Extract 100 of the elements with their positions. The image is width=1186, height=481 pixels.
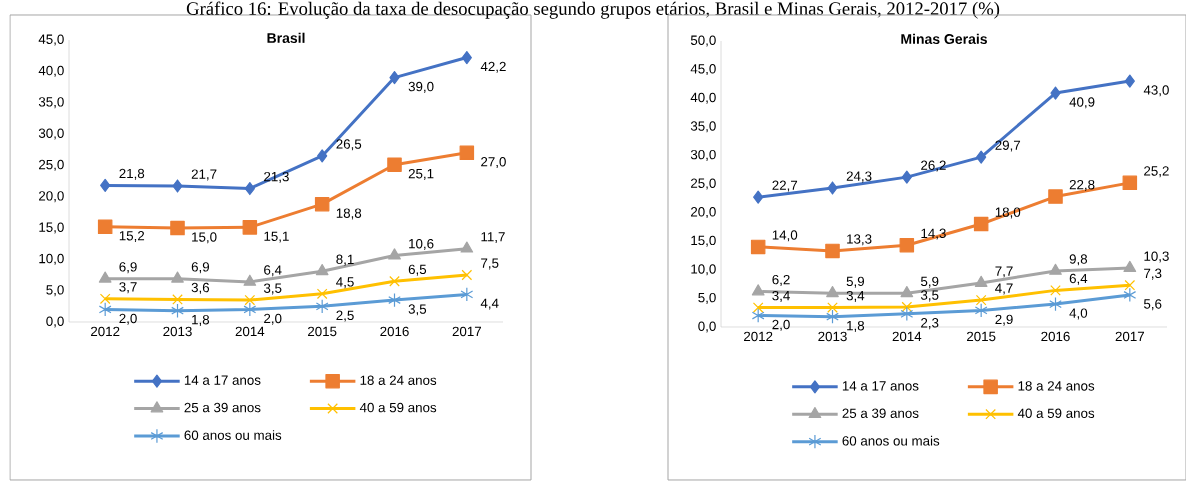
point bbox=[976, 150, 987, 164]
data-label: 15,0 bbox=[192, 232, 217, 244]
data-label: 6,9 bbox=[191, 262, 210, 274]
data-label: 4,4 bbox=[480, 298, 499, 310]
data-label: 4,7 bbox=[995, 283, 1013, 295]
point bbox=[975, 294, 987, 306]
y-tick-label: 45,0 bbox=[38, 34, 64, 46]
data-label: 8,1 bbox=[336, 254, 354, 266]
point bbox=[1123, 260, 1137, 273]
data-label: 4,0 bbox=[1069, 308, 1088, 320]
data-label: 15,1 bbox=[264, 231, 289, 243]
point bbox=[315, 263, 329, 276]
point bbox=[316, 288, 328, 300]
data-label: 5,9 bbox=[920, 276, 939, 288]
data-label: 1,8 bbox=[192, 314, 210, 326]
y-tick-label: 5,0 bbox=[46, 285, 64, 297]
data-label: 9,8 bbox=[1069, 254, 1088, 266]
data-label: 15,2 bbox=[119, 231, 145, 243]
point bbox=[1123, 287, 1137, 303]
data-label: 27,0 bbox=[481, 157, 506, 169]
data-label: 39,0 bbox=[408, 81, 434, 93]
point bbox=[901, 301, 913, 313]
chart-title: Brasil bbox=[267, 32, 305, 43]
y-tick-label: 30,0 bbox=[690, 149, 716, 161]
legend-label: 60 anos ou mais bbox=[842, 435, 940, 446]
data-label: 3,5 bbox=[263, 283, 282, 295]
point bbox=[171, 271, 184, 283]
x-tick-label: 2013 bbox=[163, 326, 192, 337]
point bbox=[244, 294, 256, 306]
data-label: 3,4 bbox=[772, 290, 790, 302]
point bbox=[1124, 279, 1136, 291]
x-tick-label: 2016 bbox=[380, 326, 409, 337]
data-label: 21,7 bbox=[191, 169, 217, 181]
data-label: 6,4 bbox=[264, 265, 282, 277]
x-tick-label: 2014 bbox=[235, 326, 265, 337]
chart-title: Minas Gerais bbox=[901, 33, 987, 44]
point bbox=[460, 241, 474, 253]
x-tick-label: 2017 bbox=[1115, 331, 1144, 342]
data-label: 4,5 bbox=[336, 277, 354, 289]
point bbox=[973, 216, 989, 232]
data-label: 7,3 bbox=[1144, 268, 1162, 280]
point bbox=[389, 275, 400, 287]
y-tick-label: 30,0 bbox=[38, 128, 64, 140]
point bbox=[387, 157, 402, 172]
y-tick-label: 10,0 bbox=[691, 264, 716, 276]
y-tick-label: 15,0 bbox=[691, 235, 716, 247]
point bbox=[98, 302, 112, 317]
data-label: 1,8 bbox=[847, 320, 865, 332]
legend-label: 40 a 59 anos bbox=[359, 402, 437, 413]
y-tick-label: 40,0 bbox=[690, 92, 716, 104]
point bbox=[825, 243, 840, 259]
point bbox=[171, 303, 184, 318]
data-label: 3,6 bbox=[191, 282, 210, 294]
point bbox=[243, 274, 257, 286]
point bbox=[98, 271, 112, 283]
data-label: 3,5 bbox=[408, 304, 427, 316]
y-tick-label: 5,0 bbox=[698, 292, 716, 304]
data-label: 14,0 bbox=[772, 230, 798, 242]
x-tick-label: 2013 bbox=[818, 331, 847, 342]
legend-label: 60 anos ou mais bbox=[184, 430, 282, 440]
data-label: 3,5 bbox=[920, 290, 939, 302]
data-label: 7,5 bbox=[481, 258, 499, 270]
point bbox=[99, 293, 111, 305]
data-label: 3,7 bbox=[119, 282, 137, 294]
y-tick-label: 0,0 bbox=[698, 321, 716, 333]
data-label: 2,0 bbox=[119, 313, 137, 325]
x-tick-label: 2012 bbox=[91, 326, 120, 337]
data-label: 5,9 bbox=[846, 276, 865, 288]
y-tick-label: 25,0 bbox=[691, 178, 716, 190]
point bbox=[1049, 263, 1062, 275]
data-label: 43,0 bbox=[1143, 85, 1169, 97]
data-label: 7,7 bbox=[995, 266, 1013, 278]
data-label: 5,6 bbox=[1143, 299, 1162, 311]
y-tick-label: 20,0 bbox=[691, 207, 716, 219]
data-label: 6,9 bbox=[119, 262, 137, 274]
data-label: 25,2 bbox=[1144, 166, 1169, 178]
y-tick-label: 35,0 bbox=[38, 97, 64, 109]
legend-label: 14 a 17 anos bbox=[184, 375, 261, 385]
point bbox=[1050, 86, 1061, 100]
point bbox=[1050, 285, 1061, 296]
x-tick-label: 2014 bbox=[892, 331, 922, 342]
y-tick-label: 35,0 bbox=[690, 121, 716, 133]
data-label: 2,5 bbox=[336, 310, 354, 322]
y-tick-label: 25,0 bbox=[39, 159, 64, 171]
point bbox=[100, 178, 111, 192]
point bbox=[388, 248, 401, 260]
data-label: 22,7 bbox=[772, 180, 798, 192]
y-tick-label: 45,0 bbox=[690, 64, 716, 76]
x-tick-label: 2016 bbox=[1041, 331, 1070, 342]
point bbox=[974, 303, 988, 318]
point bbox=[900, 285, 914, 298]
point bbox=[751, 284, 765, 296]
point bbox=[461, 50, 472, 65]
data-label: 2,0 bbox=[264, 313, 282, 325]
data-label: 25,1 bbox=[408, 168, 434, 180]
data-label: 42,2 bbox=[480, 61, 506, 73]
text: Gráfico 16: Evolução da taxa de desocupação segundo grupos etários, Brasil e Minas Gerais, 2012-2017 (%) bbox=[186, 1, 1000, 19]
point bbox=[461, 269, 473, 281]
point bbox=[899, 237, 915, 253]
point bbox=[388, 292, 401, 308]
